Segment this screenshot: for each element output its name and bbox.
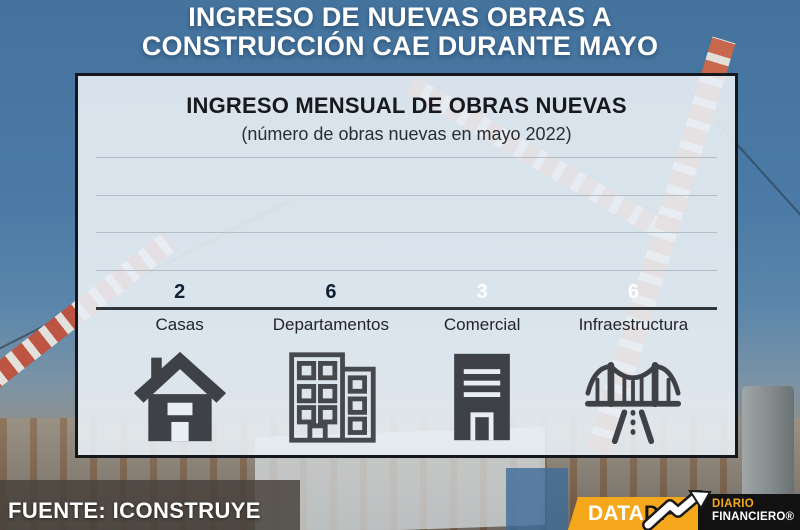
page-title: INGRESO DE NUEVAS OBRAS A CONSTRUCCIÓN C… xyxy=(0,2,800,62)
bars-container: 2 6 3 6 xyxy=(96,157,717,307)
x-axis-line xyxy=(96,307,717,310)
diario-financiero-plate: DIARIO FINANCIERO® xyxy=(698,494,800,530)
bar-value-label: 6 xyxy=(627,281,639,303)
datadf-logo: DATA DF DIARIO FINANCIERO® xyxy=(568,490,800,530)
bar-value-label: 3 xyxy=(476,281,488,303)
gridline xyxy=(96,232,717,233)
gridline xyxy=(96,269,717,271)
page-title-line1: INGRESO DE NUEVAS OBRAS A xyxy=(188,2,612,32)
bridge-icon xyxy=(558,345,709,449)
house-icon xyxy=(104,345,255,449)
logo-data-label: DATA xyxy=(588,501,645,525)
gridline xyxy=(96,194,717,196)
chart-panel: INGRESO MENSUAL DE OBRAS NUEVAS (número … xyxy=(75,73,738,458)
category-labels: Casas Departamentos Comercial Infraestru… xyxy=(104,315,709,335)
bg-dark-building xyxy=(0,480,300,530)
office-building-icon xyxy=(407,345,558,449)
logo-diario-label: DIARIO xyxy=(712,498,755,510)
logo-financiero-label: FINANCIERO® xyxy=(712,511,795,524)
apartment-building-icon xyxy=(255,345,406,449)
chart-subtitle: (número de obras nuevas en mayo 2022) xyxy=(241,124,572,144)
source-text: FUENTE: ICONSTRUYE xyxy=(8,498,261,523)
bar-chart: 2 6 3 6 xyxy=(96,157,717,307)
category-label-casas: Casas xyxy=(155,315,204,334)
category-icons xyxy=(104,345,709,449)
bar-value-label: 6 xyxy=(325,281,337,303)
page-title-line2: CONSTRUCCIÓN CAE DURANTE MAYO xyxy=(141,31,659,62)
category-label-comercial: Comercial xyxy=(443,315,521,334)
category-label-infraestructura: Infraestructura xyxy=(578,315,689,334)
chart-title: INGRESO MENSUAL DE OBRAS NUEVAS xyxy=(186,93,627,118)
bar-value-label: 2 xyxy=(174,281,186,303)
growth-arrow-icon xyxy=(642,490,712,530)
bg-blue-tarp xyxy=(506,468,568,530)
category-label-departamentos: Departamentos xyxy=(272,315,389,334)
gridline xyxy=(96,157,717,158)
